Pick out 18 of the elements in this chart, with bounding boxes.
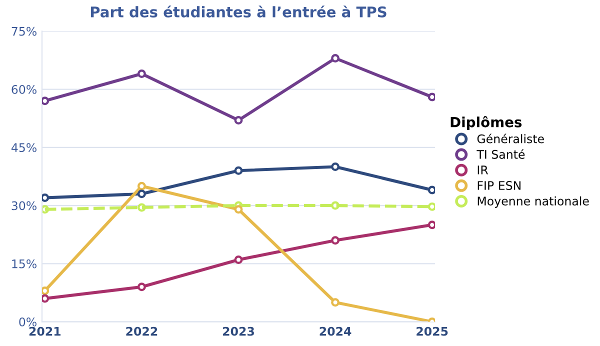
y-tick-label: 60% — [12, 84, 36, 94]
legend-label: FIP ESN — [478, 181, 520, 190]
legend-label: Généraliste — [477, 134, 544, 144]
legend-label: TI Santé — [476, 149, 525, 159]
legend-title: Diplômes — [450, 116, 522, 130]
y-tick-label: 45% — [11, 143, 36, 152]
chart-title: Part des étudiantes à l’entrée à TPS — [90, 6, 386, 18]
x-tick-label: 2023 — [223, 326, 254, 336]
legend-label: IR — [478, 166, 488, 174]
x-tick-label: 2025 — [416, 326, 448, 336]
y-tick-label: 75% — [12, 26, 36, 36]
x-tick-label: 2021 — [29, 326, 61, 336]
y-tick-label: 15% — [12, 259, 36, 268]
y-tick-label: 0% — [19, 318, 36, 326]
x-tick-label: 2022 — [126, 326, 158, 336]
y-tick-label: 30% — [12, 201, 36, 210]
x-tick-label: 2024 — [320, 326, 352, 336]
legend-label: Moyenne nationale — [478, 196, 589, 208]
